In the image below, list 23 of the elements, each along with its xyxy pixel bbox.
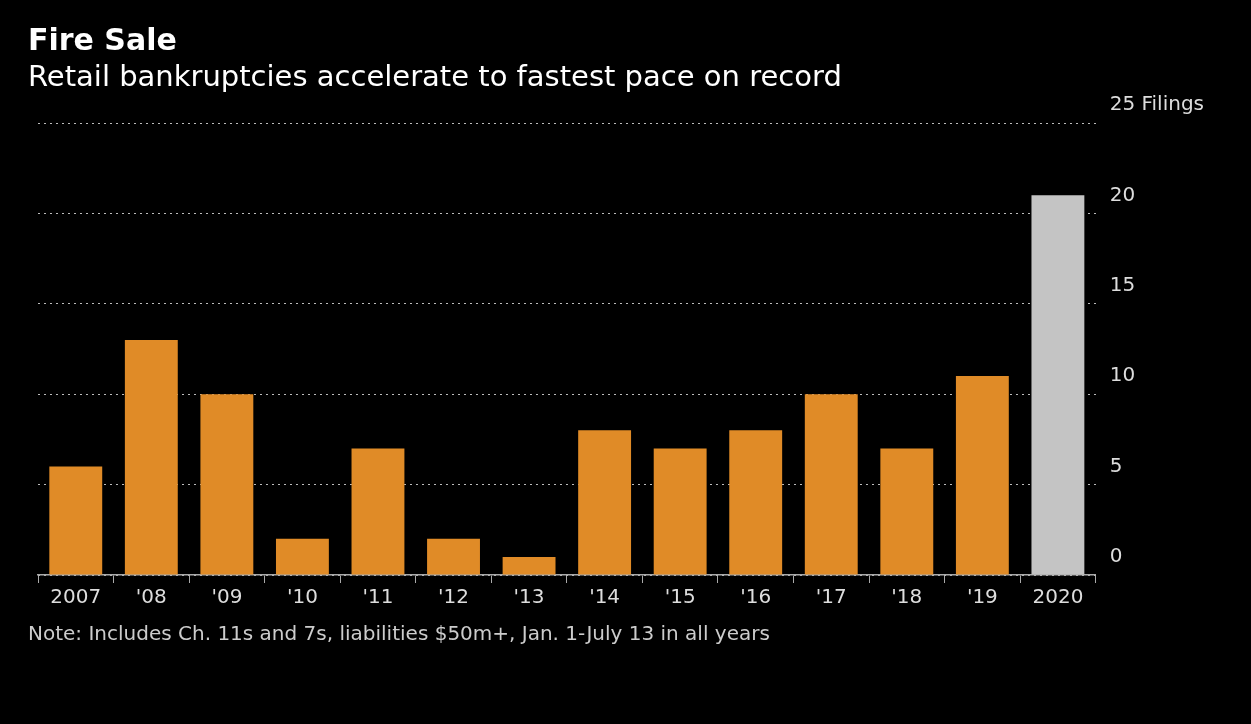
x-tick-label: 2007 bbox=[50, 584, 102, 609]
x-tick-label: '13 bbox=[513, 584, 545, 609]
x-tick-label: '10 bbox=[286, 584, 318, 609]
x-tick-label: '15 bbox=[664, 584, 696, 609]
y-tick-label: 5 bbox=[1109, 452, 1123, 477]
x-tick-label: '11 bbox=[362, 584, 394, 609]
x-tick-label: '18 bbox=[891, 584, 923, 609]
text: Note: Includes Ch. 11s and 7s, liabilities $50m+, Jan. 1-July 13 in all years bbox=[28, 621, 771, 645]
x-tick-label: '09 bbox=[211, 584, 243, 609]
y-tick-label: 15 bbox=[1109, 272, 1136, 296]
y-tick-label: 10 bbox=[1109, 362, 1136, 387]
x-tick-label: '14 bbox=[589, 584, 621, 609]
y-tick-label: 20 bbox=[1109, 181, 1136, 206]
x-tick-label: '08 bbox=[135, 584, 167, 609]
chart-title: Fire Sale bbox=[28, 22, 178, 57]
y-tick-label: 25 Filings bbox=[1109, 91, 1205, 116]
x-tick-label: '12 bbox=[438, 584, 469, 609]
chart-subtitle: Retail bankruptcies accelerate to fastest pace on record bbox=[28, 59, 843, 93]
x-tick-label: '19 bbox=[966, 584, 998, 609]
x-tick-label: '16 bbox=[740, 584, 772, 609]
x-tick-label: '17 bbox=[815, 584, 847, 609]
y-tick-label: 0 bbox=[1109, 543, 1123, 568]
x-tick-label: 2020 bbox=[1032, 584, 1084, 609]
